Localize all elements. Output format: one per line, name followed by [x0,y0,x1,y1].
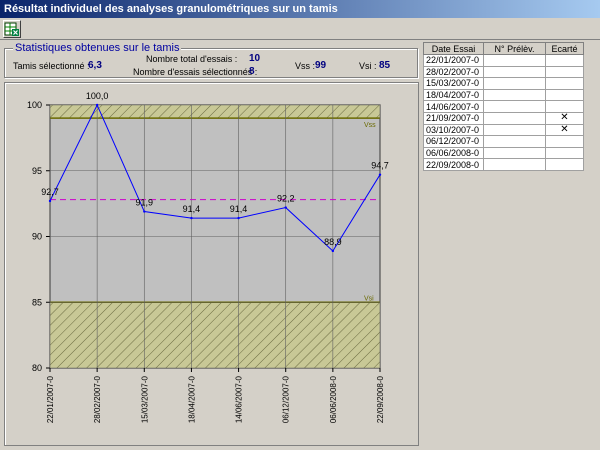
essais-table: Date Essai N° Prélèv. Ecarté 22/01/2007-… [423,42,584,171]
cell-date[interactable]: 06/12/2007-0 [423,135,484,148]
stats-legend: Statistiques obtenues sur le tamis [13,42,182,54]
cell-date[interactable]: 21/09/2007-0 [423,111,484,125]
cell-num[interactable] [483,123,546,137]
cell-ecarte[interactable] [545,135,584,148]
data-point [284,206,287,209]
x-tick-label: 18/04/2007-0 [187,375,196,423]
data-label: 94,7 [371,161,389,171]
cell-num[interactable] [483,135,546,148]
data-point [95,103,99,107]
chart-panel: 80 85 90 95 100 22/01/2007-0 28/02/2007-0 15/03… [4,82,419,446]
cell-ecarte[interactable]: ✕ [545,123,584,137]
data-label: 92,7 [41,187,59,197]
cell-date[interactable]: 14/06/2007-0 [423,100,484,113]
x-tick-label: 22/01/2007-0 [46,375,55,423]
table-row[interactable]: 03/10/2007-0 ✕ [423,123,584,137]
vss-band-label: Vss [364,122,376,129]
cell-num[interactable] [483,100,546,113]
data-label: 88,9 [324,237,342,247]
vsi-label: Vsi : [359,61,377,71]
vss-value: 99 [315,60,327,71]
data-label: 91,9 [136,198,154,208]
col-header-ecarte[interactable]: Ecarté [545,42,584,55]
table-header-row: Date Essai N° Prélèv. Ecarté [423,42,584,55]
x-tick-label: 22/09/2008-0 [376,375,385,423]
cell-ecarte[interactable] [545,158,584,171]
table-row[interactable]: 06/12/2007-0 [423,135,584,148]
x-tick-label: 06/06/2008-0 [329,375,338,423]
data-label: 92,2 [277,194,295,204]
y-tick-label: 80 [32,363,42,373]
tamis-label: Tamis sélectionné : [13,61,90,71]
data-point [237,216,240,220]
cell-date[interactable]: 15/03/2007-0 [423,77,484,90]
cell-num[interactable] [483,146,546,160]
vsi-band [50,302,380,368]
data-point [378,173,382,176]
x-tick-label: 06/12/2007-0 [282,375,291,423]
cell-num[interactable] [483,88,546,102]
series-line [49,103,381,252]
y-tick-label: 100 [27,100,42,110]
data-point [143,210,146,213]
data-label: 100,0 [86,91,109,101]
cell-ecarte[interactable]: ✕ [545,111,584,125]
cell-date[interactable]: 06/06/2008-0 [423,146,484,160]
data-label: 91,4 [230,204,248,214]
toolbar [0,18,600,40]
data-point [48,199,52,203]
data-label: 91,4 [183,204,201,214]
x-tick-label: 15/03/2007-0 [140,375,149,423]
selected-essais-label: Nombre d'essais sélectionnés : [133,67,258,77]
cell-date[interactable]: 28/02/2007-0 [423,65,484,79]
y-tick-label: 95 [32,166,42,176]
vsi-value: 85 [379,60,391,71]
table-row[interactable]: 22/09/2008-0 [423,158,584,171]
y-tick-label: 90 [32,232,42,242]
table-row[interactable]: 15/03/2007-0 [423,77,584,90]
total-essais-value: 10 [249,53,261,64]
cell-date[interactable]: 18/04/2007-0 [423,88,484,102]
x-tick-label: 14/06/2007-0 [235,375,244,423]
vsi-band-label: Vsi [364,295,374,302]
stats-panel: Statistiques obtenues sur le tamis Tamis… [4,42,418,78]
selected-essais-value: 8 [249,66,255,77]
cell-ecarte[interactable] [545,65,584,79]
excel-export-button[interactable] [3,20,21,38]
excel-export-icon [4,22,19,36]
table-row[interactable]: 28/02/2007-0 [423,65,584,79]
window-title: Résultat individuel des analyses granulo… [0,0,600,18]
vss-label: Vss : [295,61,316,71]
cell-ecarte[interactable] [545,77,584,90]
cell-ecarte[interactable] [545,100,584,113]
col-header-date[interactable]: Date Essai [423,42,484,55]
granulometry-chart: 80 85 90 95 100 22/01/2007-0 28/02/2007-0 15/03… [27,91,389,423]
data-point [190,216,193,220]
col-header-num[interactable]: N° Prélèv. [483,42,546,55]
cell-ecarte[interactable] [545,146,584,160]
table-row[interactable]: 06/06/2008-0 [423,146,584,160]
table-row[interactable]: 14/06/2007-0 [423,100,584,113]
cell-num[interactable] [483,111,546,125]
cell-num[interactable] [483,65,546,79]
tamis-value: 6,3 [88,60,102,71]
x-tick-label: 28/02/2007-0 [93,375,102,423]
cell-date[interactable]: 22/09/2008-0 [423,158,484,171]
table-row[interactable]: 21/09/2007-0 ✕ [423,111,584,125]
cell-ecarte[interactable] [545,54,584,67]
table-row[interactable]: 22/01/2007-0 [423,54,584,67]
y-tick-label: 85 [32,297,42,307]
vss-band [50,105,380,119]
cell-ecarte[interactable] [545,88,584,102]
cell-date[interactable]: 22/01/2007-0 [423,54,484,67]
data-point [331,249,335,253]
cell-num[interactable] [483,77,546,90]
cell-num[interactable] [483,158,546,171]
table-row[interactable]: 18/04/2007-0 [423,88,584,102]
cell-date[interactable]: 03/10/2007-0 [423,123,484,137]
cell-num[interactable] [483,54,546,67]
total-essais-label: Nombre total d'essais : [146,54,238,64]
